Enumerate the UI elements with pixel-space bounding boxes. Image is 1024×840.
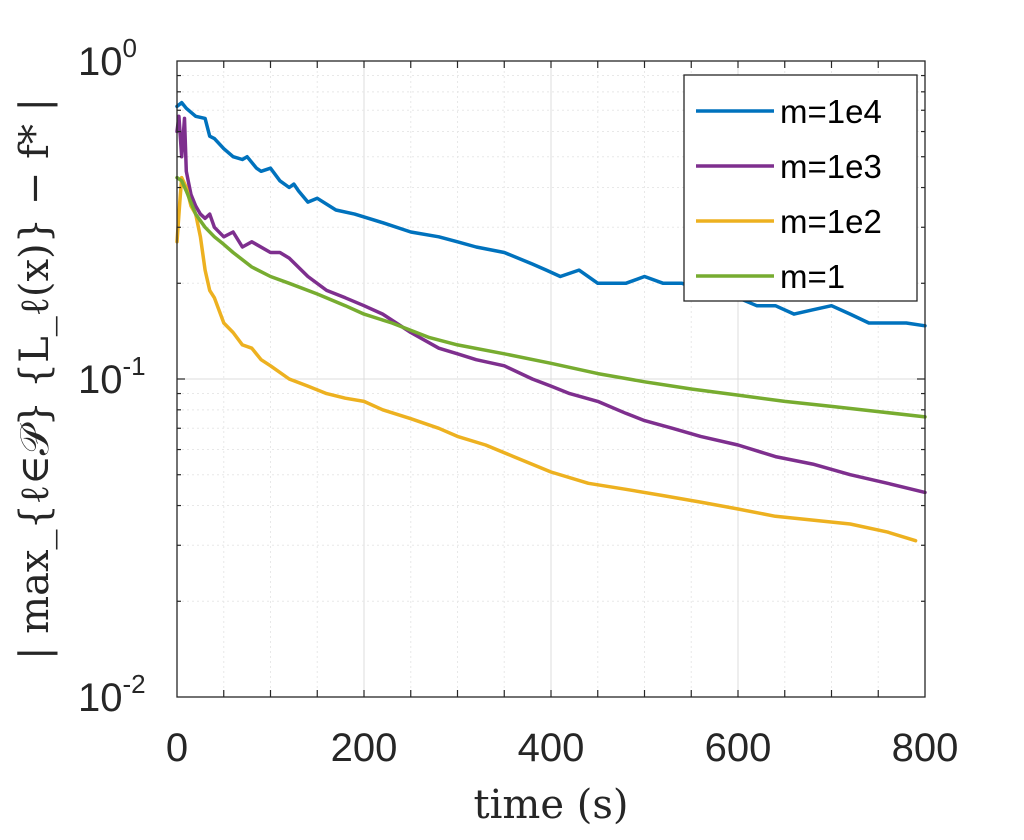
legend-label: m=1e2 (780, 203, 882, 240)
x-tick-label: 0 (166, 726, 188, 770)
x-tick-label: 400 (518, 726, 585, 770)
legend-label: m=1e4 (780, 93, 882, 130)
series-line-m-1 (175, 175, 927, 419)
x-tick-label: 600 (705, 726, 772, 770)
y-tick-label: 10-1 (78, 351, 146, 402)
series-line-m-1e2 (175, 175, 918, 543)
x-tick-label: 200 (331, 726, 398, 770)
series-line-m-1e4 (175, 100, 927, 328)
y-axis-title: | max_{ℓ∈𝒫} {L_ℓ(x)} − f* | (12, 98, 58, 660)
legend-label: m=1e3 (780, 148, 882, 185)
legend: m=1e4 m=1e3 m=1e2 m=1 (683, 74, 918, 302)
tick-marks (177, 61, 925, 697)
legend-label: m=1 (780, 258, 845, 295)
y-tick-labels: 100 10-1 10-2 (78, 33, 146, 720)
series-line-m-1e3 (175, 114, 927, 495)
y-tick-label: 10-2 (78, 669, 146, 720)
x-tick-labels: 0 200 400 600 800 (166, 726, 959, 770)
series-lines (175, 100, 927, 543)
x-tick-label: 800 (892, 726, 959, 770)
x-axis-title: time (s) (474, 782, 629, 828)
y-tick-label: 100 (78, 33, 137, 84)
